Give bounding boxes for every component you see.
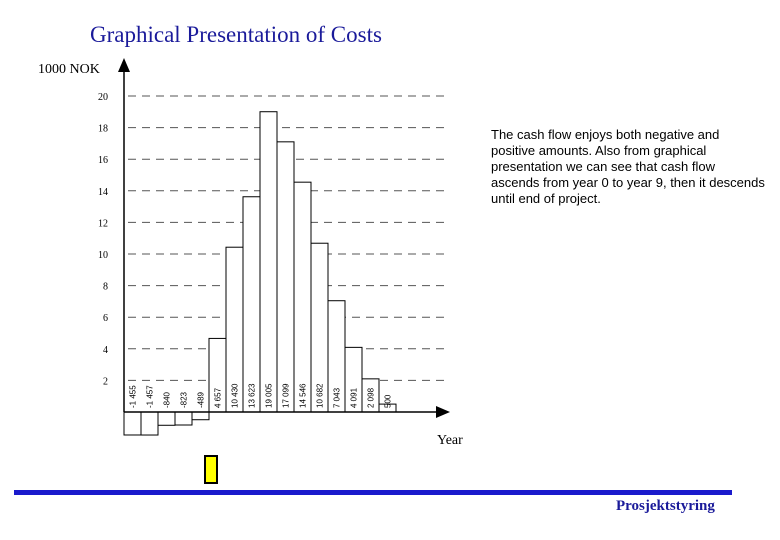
bar: [191, 411, 210, 421]
bar: [276, 141, 295, 413]
bar: [140, 411, 159, 436]
footer-label: Prosjektstyring: [616, 498, 715, 514]
bar-value-labels: -1 455 -1 457 -840 -823 -489 4 657 10 430 13 62…: [129, 383, 393, 408]
bar-value-label: 17 099: [282, 383, 291, 408]
bar-value-label: 13 623: [248, 383, 257, 408]
bar: [242, 196, 261, 413]
y-tick-label: 10: [98, 250, 108, 261]
yellow-marker: [204, 455, 218, 484]
y-tick-label: 4: [103, 345, 108, 356]
y-tick-label: 18: [98, 124, 108, 135]
bar: [123, 411, 142, 436]
footer-divider: [14, 490, 732, 495]
bar-value-label: -840: [163, 391, 172, 408]
x-axis-arrow-icon: [436, 406, 450, 418]
bar-value-label: 14 546: [299, 383, 308, 408]
page-title: Graphical Presentation of Costs: [90, 22, 382, 47]
y-tick-label: 14: [98, 187, 108, 198]
bar: [174, 411, 193, 426]
bar-value-label: 2 098: [367, 387, 376, 408]
x-axis-label: Year: [437, 433, 463, 448]
axes: [118, 58, 450, 418]
y-tick-label: 20: [98, 92, 108, 103]
bar-value-label: 4 091: [350, 387, 359, 408]
y-tick-label: 16: [98, 155, 108, 166]
bar-value-label: -1 455: [129, 385, 138, 408]
bar-value-label: -823: [180, 391, 189, 408]
bar: [157, 411, 176, 426]
bar: [259, 111, 278, 413]
bar-value-label: 19 005: [265, 383, 274, 408]
y-axis-unit-label: 1000 NOK: [38, 62, 100, 77]
annotation-text: The cash flow enjoys both negative and p…: [491, 127, 765, 206]
bar: [293, 181, 312, 413]
bar-value-label: 10 682: [316, 383, 325, 408]
y-tick-label: 6: [103, 313, 108, 324]
bars: [123, 111, 397, 436]
y-tick-label: 12: [98, 218, 108, 229]
y-tick-labels: 2 4 6 8 10 12 14 16 18 20: [98, 92, 108, 387]
bar-value-label: 7 043: [333, 387, 342, 408]
bar-value-label: 10 430: [231, 383, 240, 408]
y-axis-arrow-icon: [118, 58, 130, 72]
bar-value-label: -489: [197, 391, 206, 408]
bar-value-label: 500: [384, 394, 393, 408]
y-tick-label: 8: [103, 282, 108, 293]
bar-value-label: -1 457: [146, 385, 155, 408]
y-tick-label: 2: [103, 376, 108, 387]
bar-value-label: 4 657: [214, 387, 223, 408]
